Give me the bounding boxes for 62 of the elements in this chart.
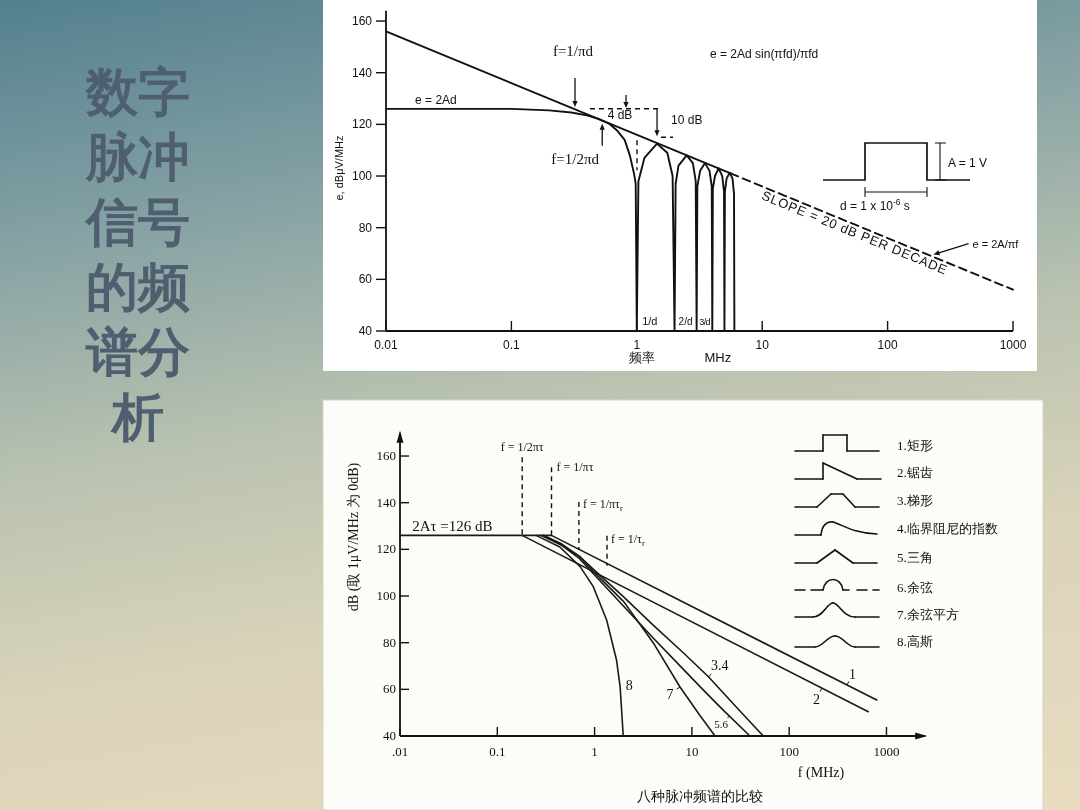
- annotation: 3/d: [699, 317, 711, 327]
- series-label: 1: [848, 667, 856, 683]
- annotation: f = 1/πτ$_{r}$: [582, 497, 623, 514]
- text: 八种脉冲频谱的比较: [637, 789, 763, 804]
- x-tick-label: 100: [779, 744, 799, 759]
- annotation: f = 1/2πτ: [500, 440, 544, 455]
- annotation: d = 1 x 10$^{-6}$ s: [840, 196, 910, 213]
- y-tick-label: 80: [383, 634, 396, 650]
- y-axis-title: e, dBμV/MHz: [333, 135, 345, 201]
- annotation: 2Aτ =126 dB: [412, 518, 493, 535]
- y-axis-title: dB (取 1μV/MHz 为 0dB): [346, 462, 362, 612]
- y-tick-label: 120: [351, 117, 373, 132]
- x-tick-label: 0.1: [489, 744, 506, 759]
- annotation: 6.余弦: [897, 580, 933, 595]
- annotation: 7.余弦平方: [897, 607, 959, 622]
- annotation: 10 dB: [671, 113, 703, 128]
- annotation: f=1/πd: [552, 43, 594, 59]
- x-axis-title: f (MHz): [797, 765, 845, 781]
- x-tick-label: 1: [633, 338, 641, 352]
- y-tick-label: 100: [351, 169, 373, 184]
- annotation: 5.三角: [897, 550, 933, 565]
- annotation: e = 2A/πf: [972, 237, 1020, 250]
- annotation: e = 2Ad: [415, 92, 457, 107]
- x-tick-label: 100: [877, 338, 898, 352]
- y-tick-label: 120: [376, 541, 396, 557]
- annotation: 1/d: [642, 315, 658, 327]
- y-tick-label: 140: [351, 65, 373, 80]
- annotation: 1.矩形: [897, 438, 933, 453]
- y-tick-label: 40: [383, 728, 396, 743]
- annotation: 2.锯齿: [897, 465, 933, 480]
- annotation: A = 1 V: [948, 156, 988, 170]
- y-tick-label: 60: [358, 272, 373, 287]
- series-label: 3.4: [711, 658, 729, 674]
- annotation: f = 1/πτ: [556, 460, 594, 475]
- x-tick-label: 1000: [999, 338, 1027, 352]
- annotation: f = 1/τ$_{r}$: [610, 531, 645, 549]
- series-label: 8: [625, 678, 633, 694]
- x-tick-label: 0.01: [374, 338, 398, 352]
- y-tick-label: 60: [383, 681, 396, 697]
- x-tick-label: 1: [591, 744, 598, 759]
- y-tick-label: 140: [376, 494, 396, 510]
- annotation: e = 2Ad sin(πfd)/πfd: [710, 47, 819, 61]
- annotation: f=1/2πd: [551, 150, 600, 167]
- annotation: 3.梯形: [897, 493, 933, 508]
- annotation: 4 dB: [607, 108, 633, 122]
- y-tick-label: 160: [351, 14, 373, 29]
- legend-label: 5.6: [714, 717, 729, 730]
- y-tick-label: 100: [376, 588, 396, 604]
- x-axis-title: 频率 MHz: [628, 350, 732, 365]
- series-label: 7: [666, 686, 674, 702]
- x-tick-label: 0.1: [503, 338, 521, 352]
- x-tick-label: 1000: [873, 744, 900, 759]
- annotation: 8.高斯: [897, 634, 933, 649]
- legend-label: 2: [812, 691, 820, 707]
- y-tick-label: 80: [358, 220, 373, 235]
- x-tick-label: 10: [685, 744, 699, 759]
- y-tick-label: 160: [376, 448, 396, 464]
- y-tick-label: 40: [358, 324, 373, 338]
- annotation: 2/d: [678, 316, 693, 327]
- annotation: 4.临界阻尼的指数: [897, 521, 998, 536]
- x-tick-label: 10: [755, 338, 770, 352]
- x-tick-label: .01: [391, 744, 409, 759]
